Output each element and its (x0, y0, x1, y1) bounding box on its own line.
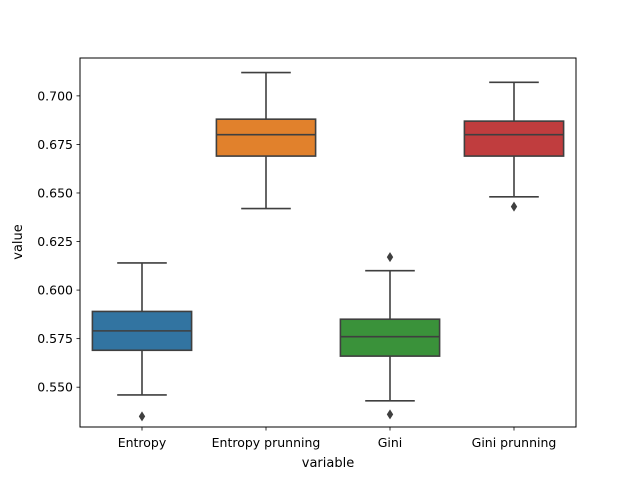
plot-frame (79, 57, 577, 428)
outlier-point (510, 201, 518, 212)
x-axis: Entropy Entropy prunning Gini Gini prunning (118, 427, 557, 450)
y-tick-label: 0.575 (37, 331, 73, 346)
x-axis-label: variable (302, 456, 354, 471)
y-tick-label: 0.600 (37, 283, 73, 298)
y-tick-label: 0.700 (37, 88, 73, 103)
iqr-box (339, 318, 441, 357)
x-tick-label: Entropy prunning (212, 435, 321, 450)
box-group (215, 71, 317, 210)
outlier-point (386, 409, 394, 420)
x-tick-label: Gini (378, 435, 403, 450)
box-group (339, 252, 441, 420)
x-tick-label: Entropy (118, 435, 167, 450)
iqr-box (215, 118, 317, 157)
x-tick-label: Gini prunning (472, 435, 557, 450)
y-tick-label: 0.550 (37, 380, 73, 395)
plot-area (80, 58, 576, 427)
chart-marks (91, 71, 565, 422)
outlier-point (386, 252, 394, 263)
iqr-box (463, 120, 565, 157)
y-axis: 0.550 0.575 0.600 0.625 0.650 0.675 0.700 (37, 88, 80, 395)
y-tick-label: 0.650 (37, 185, 73, 200)
y-tick-label: 0.625 (37, 234, 73, 249)
outlier-point (138, 411, 146, 422)
y-axis-label: value (11, 224, 26, 260)
y-tick-label: 0.675 (37, 137, 73, 152)
box-group (91, 262, 193, 422)
box-group (463, 81, 565, 212)
